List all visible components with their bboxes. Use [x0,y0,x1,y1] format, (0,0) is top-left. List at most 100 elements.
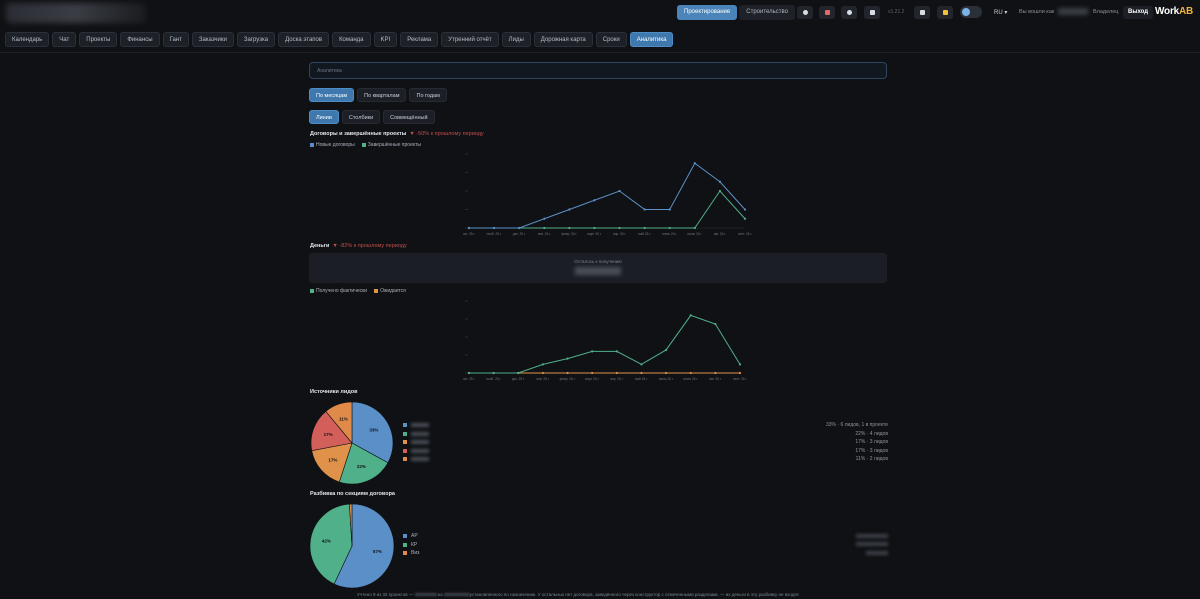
view-combined-button[interactable]: Совмещённый [383,110,435,124]
tab-4[interactable]: Гант [162,32,189,47]
mail-icon[interactable] [864,6,880,19]
data-point[interactable] [566,371,569,375]
tab-10[interactable]: Реклама [400,32,439,47]
data-point[interactable] [618,226,621,230]
warning-icon[interactable] [937,6,953,19]
legend-new-contracts[interactable]: Новые договоры [310,142,355,148]
data-point[interactable] [541,371,545,375]
tab-15[interactable]: Аналитика [629,32,674,47]
tab-13[interactable]: Дорожная карта [533,32,593,47]
pie-slice[interactable] [325,401,353,444]
data-point[interactable] [566,357,569,360]
sections-legend-item[interactable]: Виз [403,549,419,558]
tab-11[interactable]: Утренний отчёт [441,32,499,47]
leads-legend-item[interactable] [403,421,429,430]
data-point[interactable] [640,363,643,366]
pie-slice[interactable] [351,401,394,464]
pie-slice[interactable] [309,503,353,585]
legend-finished-projects[interactable]: Завершённые проекты [361,142,421,148]
view-bars-button[interactable]: Столбики [341,110,381,124]
data-point[interactable] [492,371,495,375]
data-point[interactable] [668,226,671,230]
data-point[interactable] [467,371,471,375]
data-point[interactable] [743,217,747,220]
data-point[interactable] [615,350,618,353]
chat-icon[interactable] [841,6,857,19]
data-point[interactable] [693,226,696,230]
data-point[interactable] [467,226,471,230]
data-point[interactable] [718,189,722,193]
data-point[interactable] [738,363,742,366]
data-point[interactable] [615,371,618,375]
pie-slice[interactable] [333,503,395,589]
data-point[interactable] [593,226,596,230]
leads-legend-item[interactable] [403,430,429,439]
legend-received[interactable]: Получено фактически [310,288,367,294]
tab-6[interactable]: Загрузка [236,32,276,47]
data-point[interactable] [591,371,594,375]
tab-12[interactable]: Лиды [501,32,531,47]
data-point[interactable] [718,180,722,183]
money-trend: ▼ -82% к прошлому периоду [332,243,407,249]
data-point[interactable] [568,208,571,211]
data-point[interactable] [568,226,571,230]
data-point[interactable] [543,217,546,220]
calendar-icon[interactable] [819,6,835,19]
data-point[interactable] [643,208,646,211]
data-point[interactable] [668,208,671,211]
data-point[interactable] [743,208,747,211]
data-point[interactable] [738,371,742,375]
data-point[interactable] [714,322,717,326]
data-point[interactable] [664,348,668,352]
view-lines-button[interactable]: Линии [309,110,339,124]
data-point[interactable] [689,314,692,317]
sections-legend-item[interactable]: АР [403,532,419,541]
tab-8[interactable]: Команда [332,32,371,47]
period-year-button[interactable]: По годам [409,88,447,102]
legend-expected[interactable]: Ожидается [374,288,406,294]
x-tick-label: май 26 г. [638,232,651,236]
pie-slice[interactable] [310,410,353,452]
sound-icon[interactable] [914,6,930,19]
sections-title: Разбивка по секциям договора [310,491,395,497]
pie-slice[interactable] [349,503,353,547]
period-month-button[interactable]: По месяцам [309,88,355,102]
tab-2[interactable]: Проекты [79,32,118,47]
data-point[interactable] [664,371,668,375]
data-point[interactable] [689,371,692,375]
data-point[interactable] [543,226,546,230]
pie-slice[interactable] [338,442,389,485]
logout-button[interactable]: Выход [1123,6,1154,19]
data-point[interactable] [517,371,520,375]
settings-icon[interactable] [797,6,813,19]
tab-9[interactable]: KPI [373,32,398,47]
leads-legend-item[interactable] [403,447,429,456]
pie-slice[interactable] [311,442,353,483]
leads-legend-item[interactable] [403,438,429,447]
data-point[interactable] [541,363,545,366]
data-point[interactable] [591,350,594,353]
data-point[interactable] [593,199,596,202]
tab-3[interactable]: Финансы [120,32,160,47]
data-point[interactable] [518,226,521,230]
language-select[interactable]: RU ▾ [994,10,1008,16]
data-point[interactable] [693,162,696,165]
period-quarter-button[interactable]: По кварталам [357,88,407,102]
tab-14[interactable]: Сроки [595,32,627,47]
sections-legend-item[interactable]: КР [403,541,419,550]
tab-7[interactable]: Доска этапов [278,32,330,47]
theme-toggle[interactable] [960,6,982,18]
mode-construction-button[interactable]: Строительство [739,5,796,20]
tab-1[interactable]: Чат [52,32,77,47]
x-tick-label: дек. 25 г. [513,232,526,236]
tab-5[interactable]: Заказчики [191,32,234,47]
data-point[interactable] [640,371,643,375]
mode-design-button[interactable]: Проектирование [677,5,738,20]
data-point[interactable] [618,189,621,193]
leads-legend-item[interactable] [403,455,429,464]
x-tick-label: март 26 г. [585,377,599,381]
tab-0[interactable]: Календарь [5,32,50,47]
data-point[interactable] [714,371,717,375]
data-point[interactable] [643,226,646,230]
data-point[interactable] [492,226,496,230]
